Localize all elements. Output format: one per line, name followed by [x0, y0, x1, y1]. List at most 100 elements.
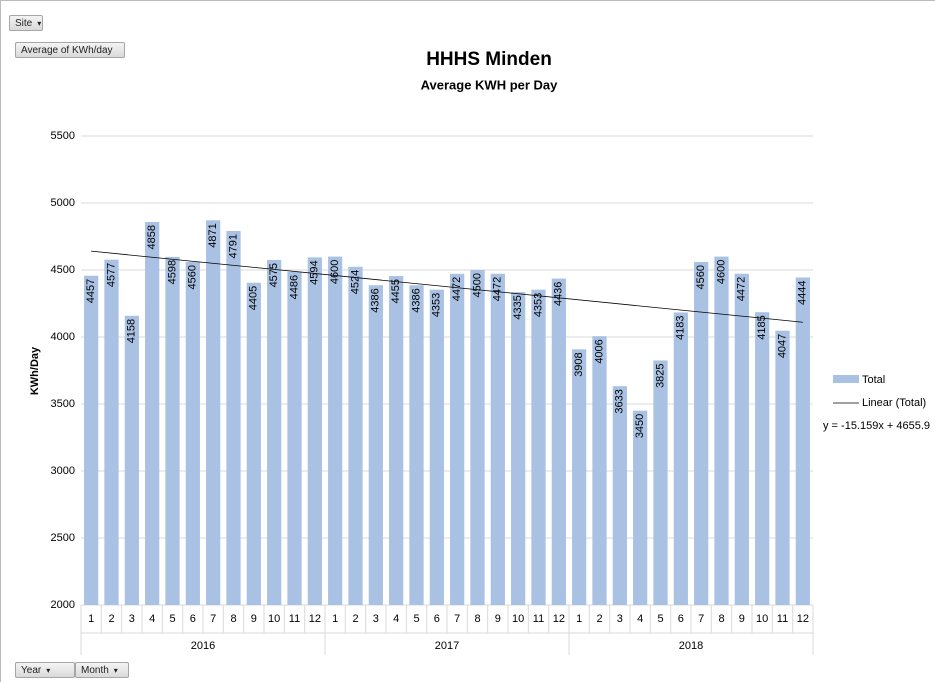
bar [307, 257, 322, 605]
bar [755, 312, 770, 605]
x-tick-label: 1 [88, 613, 94, 625]
y-axis-label: KWh/Day [29, 346, 41, 395]
value-label: 3633 [614, 389, 626, 413]
dropdown-icon: ▾ [113, 666, 118, 675]
bar [511, 292, 526, 605]
value-label: 4457 [85, 279, 97, 303]
value-label: 4386 [370, 288, 382, 312]
button-label: Year [21, 665, 42, 676]
x-tick-label: 12 [553, 613, 565, 625]
x-tick-label: 8 [718, 613, 724, 625]
value-label: 4500 [471, 273, 483, 297]
bar [694, 261, 709, 605]
year-field-button[interactable]: Year ▾ [15, 662, 75, 678]
filter-icon: ▾ [37, 19, 42, 28]
value-label: 4444 [797, 281, 809, 305]
bar [551, 278, 566, 605]
bar [531, 289, 546, 605]
bar [389, 276, 404, 605]
value-label: 4472 [492, 277, 504, 301]
value-label: 4486 [288, 275, 300, 299]
x-tick-label: 3 [617, 613, 623, 625]
x-tick-label: 1 [332, 613, 338, 625]
x-tick-label: 10 [268, 613, 280, 625]
bar [490, 273, 505, 605]
x-tick-label: 7 [698, 613, 704, 625]
trendline-equation: y = -15.159x + 4655.9 [823, 420, 930, 432]
value-label: 4598 [166, 260, 178, 284]
x-tick-label: 8 [474, 613, 480, 625]
bar [206, 220, 221, 605]
bar [124, 315, 139, 605]
x-tick-label: 12 [797, 613, 809, 625]
chart-title: HHHS Minden [426, 49, 552, 70]
value-label: 4600 [715, 260, 727, 284]
x-tick-label: 9 [739, 613, 745, 625]
y-tick-label: 2000 [51, 599, 75, 611]
month-field-button[interactable]: Month ▾ [75, 662, 129, 678]
x-tick-label: 3 [129, 613, 135, 625]
bar [246, 282, 261, 605]
site-filter-button[interactable]: Site ▾ [9, 15, 43, 31]
bar [572, 349, 587, 605]
bar [592, 336, 607, 605]
value-label: 4158 [126, 319, 138, 343]
value-label: 4600 [329, 260, 341, 284]
x-tick-label: 4 [149, 613, 155, 625]
bar [734, 273, 749, 605]
x-tick-label: 4 [393, 613, 399, 625]
x-tick-label: 9 [251, 613, 257, 625]
value-label: 4560 [695, 265, 707, 289]
value-label: 4335 [512, 295, 524, 319]
y-tick-label: 3500 [51, 398, 75, 410]
chart-subtitle: Average KWH per Day [421, 77, 559, 92]
x-tick-label: 6 [678, 613, 684, 625]
bar [409, 285, 424, 605]
x-tick-label: 11 [777, 613, 788, 625]
value-label: 4472 [451, 277, 463, 301]
bar [795, 277, 810, 605]
value-label: 4577 [105, 263, 117, 287]
x-tick-label: 10 [756, 613, 768, 625]
value-label: 4871 [207, 223, 219, 247]
x-tick-label: 9 [495, 613, 501, 625]
legend-label: Total [862, 374, 885, 386]
x-tick-label: 11 [289, 613, 300, 625]
y-tick-label: 2500 [51, 532, 75, 544]
x-tick-label: 6 [434, 613, 440, 625]
x-tick-label: 2 [596, 613, 602, 625]
x-tick-label: 5 [169, 613, 175, 625]
bar [287, 271, 302, 605]
x-tick-label: 2 [352, 613, 358, 625]
x-tick-label: 8 [230, 613, 236, 625]
value-label: 4386 [410, 288, 422, 312]
bar [653, 360, 668, 605]
button-label: Site [15, 18, 33, 29]
value-label: 4405 [248, 286, 260, 310]
value-label: 4436 [553, 282, 565, 306]
y-tick-label: 4500 [51, 264, 75, 276]
trendline [91, 250, 803, 323]
bar [714, 256, 729, 605]
value-field-button[interactable]: Average of KWh/day [15, 42, 125, 58]
x-tick-label: 12 [309, 613, 321, 625]
value-label: 4594 [309, 260, 321, 284]
group-label: 2016 [191, 640, 215, 652]
value-label: 4858 [146, 225, 158, 249]
value-label: 3825 [654, 363, 666, 387]
x-tick-label: 5 [413, 613, 419, 625]
value-label: 4524 [349, 270, 361, 294]
value-label: 4472 [736, 277, 748, 301]
value-label: 4791 [227, 234, 239, 258]
x-tick-label: 4 [637, 613, 643, 625]
x-tick-label: 7 [454, 613, 460, 625]
x-tick-label: 2 [108, 613, 114, 625]
value-label: 4560 [187, 265, 199, 289]
value-label: 3908 [573, 352, 585, 376]
legend-swatch [833, 375, 859, 383]
bar [165, 256, 180, 605]
x-tick-label: 3 [373, 613, 379, 625]
bar [145, 222, 160, 605]
bar [267, 259, 282, 605]
